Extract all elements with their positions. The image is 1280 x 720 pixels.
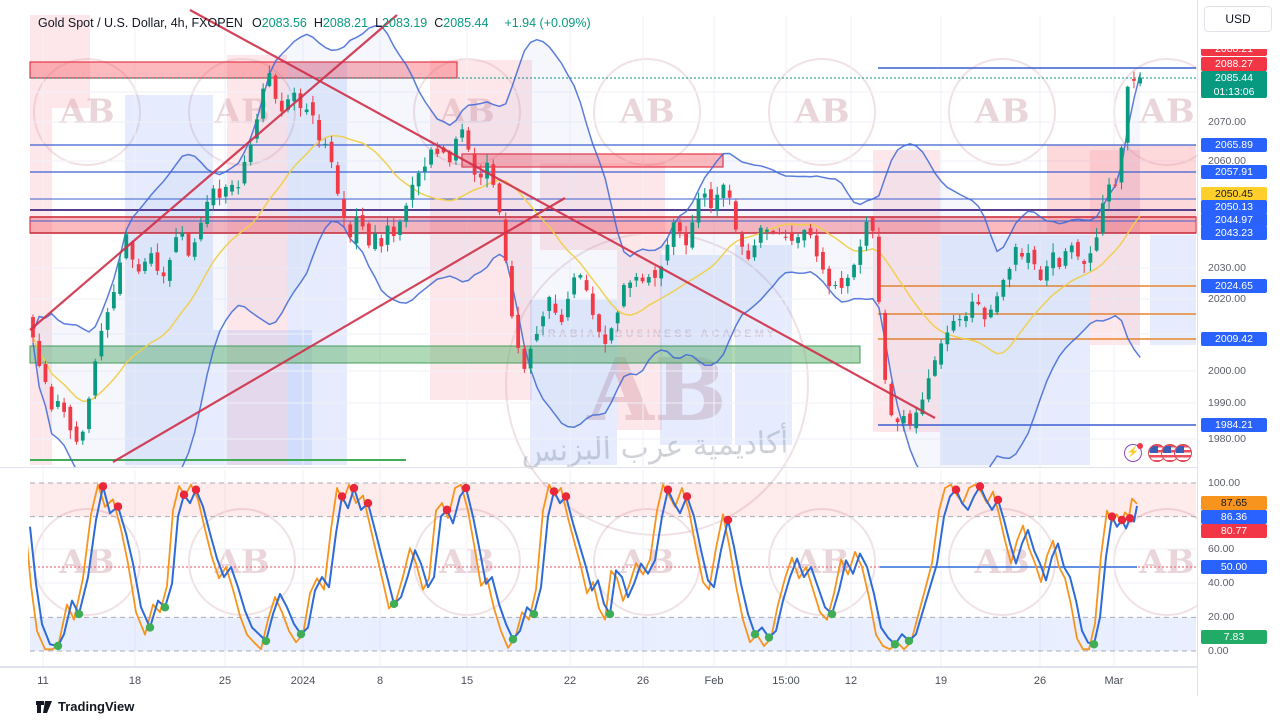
price-label: 50.00 <box>1201 560 1267 574</box>
price-label: 2057.91 <box>1201 165 1267 179</box>
chart-legend[interactable]: Gold Spot / U.S. Dollar, 4h, FXOPEN O208… <box>38 16 591 30</box>
price-label: 86.36 <box>1201 510 1267 524</box>
time-tick: 18 <box>128 675 142 687</box>
ohlc-values: O2083.56 H2088.21 L2083.19 C2085.44 <box>252 16 496 30</box>
price-label: 7.83 <box>1201 630 1267 644</box>
price-tick: 2020.00 <box>1208 293 1246 305</box>
price-label: 2085.44 01:13:06 <box>1201 71 1267 98</box>
time-tick: 15 <box>460 675 474 687</box>
time-tick: 19 <box>934 675 948 687</box>
time-tick: 12 <box>844 675 858 687</box>
tradingview-logo-icon <box>36 700 52 713</box>
price-label: 1984.21 <box>1201 418 1267 432</box>
price-tick: 0.00 <box>1208 645 1229 657</box>
ohlc-token: H2088.21 <box>313 16 369 30</box>
currency-button[interactable]: USD <box>1204 6 1272 32</box>
bollinger-bands <box>32 25 1141 467</box>
price-label: 2050.13 <box>1201 200 1267 214</box>
price-tick: 20.00 <box>1208 611 1235 623</box>
price-axis[interactable]: USD 2080.002070.002060.002030.002020.002… <box>1197 0 1280 696</box>
price-tick: 1980.00 <box>1208 433 1246 445</box>
us-flag-icon[interactable] <box>1174 444 1192 462</box>
ohlc-token: O2083.56 <box>251 16 307 30</box>
ohlc-token: L2083.19 <box>375 16 428 30</box>
price-tick: 2070.00 <box>1208 116 1246 128</box>
price-label: 87.65 <box>1201 496 1267 510</box>
time-tick: 26 <box>636 675 650 687</box>
candlesticks <box>31 65 1143 445</box>
time-tick: 22 <box>563 675 577 687</box>
price-tick: 2060.00 <box>1208 155 1246 167</box>
time-tick: 15:00 <box>772 675 800 687</box>
time-tick: 8 <box>376 675 384 687</box>
trendlines <box>29 9 936 463</box>
session-bands <box>30 15 1196 465</box>
price-tick: 2030.00 <box>1208 262 1246 274</box>
time-axis[interactable]: 11 18 25 2024 8 15 22 26 Feb 15:00 12 19 26 Mar <box>0 667 1197 697</box>
price-tick: 2000.00 <box>1208 365 1246 377</box>
change-value: +1.94 (+0.09%) <box>504 16 591 30</box>
price-label: 2024.65 <box>1201 279 1267 293</box>
tradingview-brand: TradingView <box>58 699 135 714</box>
price-label: 80.77 <box>1201 524 1267 538</box>
flash-alert-icon[interactable]: ⚡ <box>1124 443 1143 462</box>
price-tick: 60.00 <box>1208 543 1235 555</box>
price-label: 2050.45 <box>1201 187 1267 201</box>
price-label: 2043.23 <box>1201 226 1267 240</box>
tradingview-footer[interactable]: TradingView <box>36 699 134 714</box>
price-tick: 1990.00 <box>1208 397 1246 409</box>
panel-separator-2[interactable] <box>0 666 1197 667</box>
price-label: 2065.89 <box>1201 138 1267 152</box>
time-tick: Feb <box>704 675 724 687</box>
panel-separator[interactable] <box>0 467 1197 468</box>
time-tick: 25 <box>218 675 232 687</box>
time-tick: Mar <box>1104 675 1124 687</box>
stochastic-panel <box>28 482 1196 652</box>
price-axis-header: USD <box>1198 0 1280 49</box>
time-tick: 11 <box>37 675 49 687</box>
ohlc-token: C2085.44 <box>434 16 489 30</box>
price-tick: 40.00 <box>1208 577 1235 589</box>
symbol-title[interactable]: Gold Spot / U.S. Dollar, 4h, FXOPEN <box>38 16 243 30</box>
bar-countdown: 01:13:06 <box>1213 86 1255 98</box>
time-tick: 26 <box>1033 675 1047 687</box>
time-tick: 2024 <box>290 675 316 687</box>
price-label: 2009.42 <box>1201 332 1267 346</box>
price-label: 2088.27 <box>1201 57 1267 71</box>
price-tick: 100.00 <box>1208 477 1241 489</box>
price-label: 2044.97 <box>1201 213 1267 227</box>
grid <box>30 15 1196 666</box>
